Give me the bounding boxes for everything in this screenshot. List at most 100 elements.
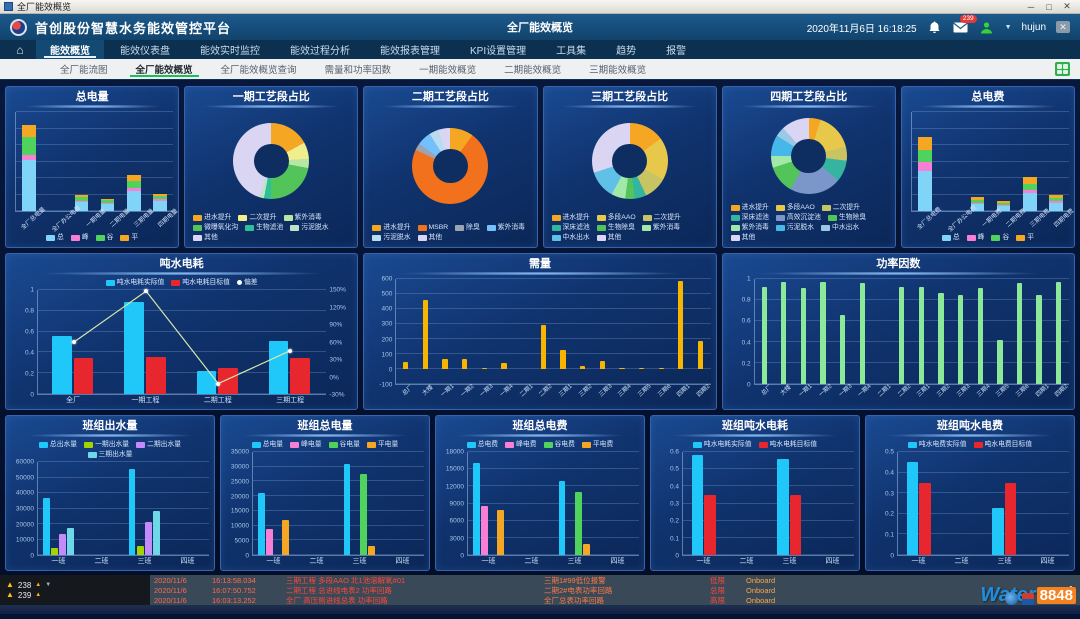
maximize-button[interactable]: □ (1046, 1, 1052, 12)
app-close-button[interactable]: ✕ (1056, 21, 1070, 33)
home-icon[interactable]: ⌂ (16, 42, 24, 57)
plot: 0 0.1 0.2 0.3 0.4 0.5 一班 二班 三班 四班 (871, 449, 1069, 566)
bar (43, 498, 50, 555)
grid-line (898, 533, 1069, 535)
subtab-3[interactable]: 需量和功率因数 (324, 65, 392, 76)
legend-item: 除臭 (455, 223, 480, 232)
chart-legend: 进水提升 MSBR 除臭 紫外消毒 污泥脱水 其他 (369, 222, 531, 243)
menu-item-6[interactable]: 工具集 (556, 46, 587, 57)
plot-area (753, 278, 1069, 385)
legend-item: 生物除臭 (596, 223, 635, 232)
chart-legend: 总峰谷平 (11, 232, 173, 243)
menu-item-5[interactable]: KPI设置管理 (470, 46, 527, 57)
subtab-5[interactable]: 二期能效概览 (504, 65, 562, 76)
alarm-row[interactable]: 2020/11/6 16:13:58.034 三期工程 多段AAO 北1池溶解氧#0… (154, 576, 1060, 585)
alarm-dropdown-caret-icon[interactable]: ▼ (45, 582, 52, 588)
brand-logo-icon (10, 18, 27, 36)
minimize-button[interactable]: ─ (1027, 1, 1035, 12)
bar (691, 455, 704, 555)
calculator-icon[interactable] (1055, 62, 1070, 76)
y-tick-label: 12000 (445, 483, 464, 491)
menu-item-2[interactable]: 能效实时监控 (200, 46, 260, 57)
title-divider (367, 272, 713, 275)
legend-swatch (821, 204, 831, 211)
alarm-row[interactable]: 2020/11/6 16:03:13.252 全厂 高压侧进线总表 功率回路 全厂总表… (154, 596, 1060, 605)
bar-group (1049, 279, 1069, 384)
mail-icon[interactable]: 239 (953, 15, 977, 34)
bar-group (1043, 112, 1069, 211)
legend-swatch (486, 224, 496, 231)
grid-line (468, 451, 639, 452)
legend-label: 谷电量 (339, 441, 360, 448)
grid-line (911, 210, 1069, 211)
bar-segment (153, 194, 167, 197)
grid-line (253, 554, 424, 555)
bar (497, 510, 505, 555)
panel-title: 三期工艺段占比 (591, 91, 669, 103)
subtab-6[interactable]: 三期能效概览 (589, 65, 647, 76)
x-label: 大楼 (415, 384, 435, 405)
bar-segment (918, 149, 932, 162)
bar (558, 480, 566, 555)
menu-item-7[interactable]: 趋势 (616, 46, 637, 57)
legend-swatch (283, 214, 293, 221)
alarm-row[interactable]: 2020/11/6 16:07:50.752 二期工程 总进线电表2 功率回路 二期2… (154, 586, 1060, 595)
legend-item: 其他 (596, 233, 621, 242)
bar-group (938, 112, 964, 211)
alarm-limit: 高限 (710, 595, 725, 605)
bar-segment (1049, 203, 1063, 211)
bar-group (683, 452, 726, 555)
x-label: 二期2 (533, 384, 554, 405)
menu-item-0[interactable]: 能效概览 (36, 40, 104, 59)
subtab-1[interactable]: 全厂能效概览 (124, 59, 205, 79)
title-divider (367, 105, 534, 108)
panel-demand: 需量 -100 0 100 200 300 400 500 600 总厂 大楼 一期1 一期2 一期3 一… (363, 253, 717, 410)
panel-total-energy: 总电量 全厂总电量 全厂办公电量 一期电量 二期电量 三期电量 四期电量总 峰 谷 平 (5, 86, 179, 248)
legend-label: 平电费 (592, 441, 614, 448)
y-tick-label: 200 (381, 336, 393, 344)
legend-item: 进水提升 (730, 203, 769, 212)
menu-item-3[interactable]: 能效过程分析 (290, 46, 350, 57)
legend-label: 生物滤池 (256, 224, 284, 231)
user-avatar-icon[interactable] (979, 20, 995, 34)
bars (755, 279, 1069, 384)
subtab-4[interactable]: 一期能效概览 (419, 65, 477, 76)
bar-segment (1022, 190, 1037, 194)
y-tick-label: 5000 (234, 537, 249, 545)
close-button[interactable]: ✕ (1063, 1, 1071, 11)
y-tick-label: 0.5 (669, 465, 679, 473)
x-label-text: 二期工程 (203, 397, 232, 404)
x-label: 三期3 (592, 384, 613, 405)
x-label: 一期1 (793, 384, 813, 405)
bar-group (990, 112, 1016, 211)
plot-area (467, 451, 639, 556)
legend-label: 深床滤池 (741, 214, 769, 221)
bar-group (553, 279, 573, 384)
legend-swatch (991, 234, 1001, 241)
subtab-0[interactable]: 全厂能流图 (60, 65, 108, 76)
user-menu-caret-icon[interactable]: ▼ (1004, 23, 1012, 31)
grid-line (253, 539, 424, 541)
x-label: 三期4 (970, 384, 991, 405)
plot-row: 0 0.1 0.2 0.3 0.4 0.5 0.6 (656, 449, 854, 560)
grid-line (911, 111, 1069, 112)
alarm-counter-row[interactable]: ▲ 239 ▲ (6, 591, 144, 600)
legend-swatch (136, 441, 146, 448)
x-axis: 一班 二班 三班 四班 (441, 556, 639, 566)
y-tick-label: 0 (460, 552, 464, 560)
x-axis: 一班 二班 三班 四班 (226, 556, 424, 566)
bars (898, 452, 1069, 555)
menu-item-8[interactable]: 报警 (666, 46, 687, 57)
bell-icon[interactable] (927, 20, 943, 34)
main-menubar: ⌂ 能效概览 能效仪表盘 能效实时监控 能效过程分析 能效报表管理 KPI设置管理 工具集 趋… (0, 40, 1080, 59)
subtab-2[interactable]: 全厂能效概览查询 (220, 65, 297, 76)
menu-item-1[interactable]: 能效仪表盘 (120, 46, 170, 57)
donut-hole (432, 148, 468, 184)
alarm-time: 16:03:13.252 (212, 595, 256, 605)
legend-swatch (290, 224, 300, 231)
menu-item-4[interactable]: 能效报表管理 (380, 46, 440, 57)
legend-label: 峰 (977, 234, 985, 241)
alarm-counter-row[interactable]: ▲ 238 ▲ ▼ (6, 581, 144, 590)
bar-group (455, 279, 475, 384)
x-label: 一班 (37, 556, 80, 566)
